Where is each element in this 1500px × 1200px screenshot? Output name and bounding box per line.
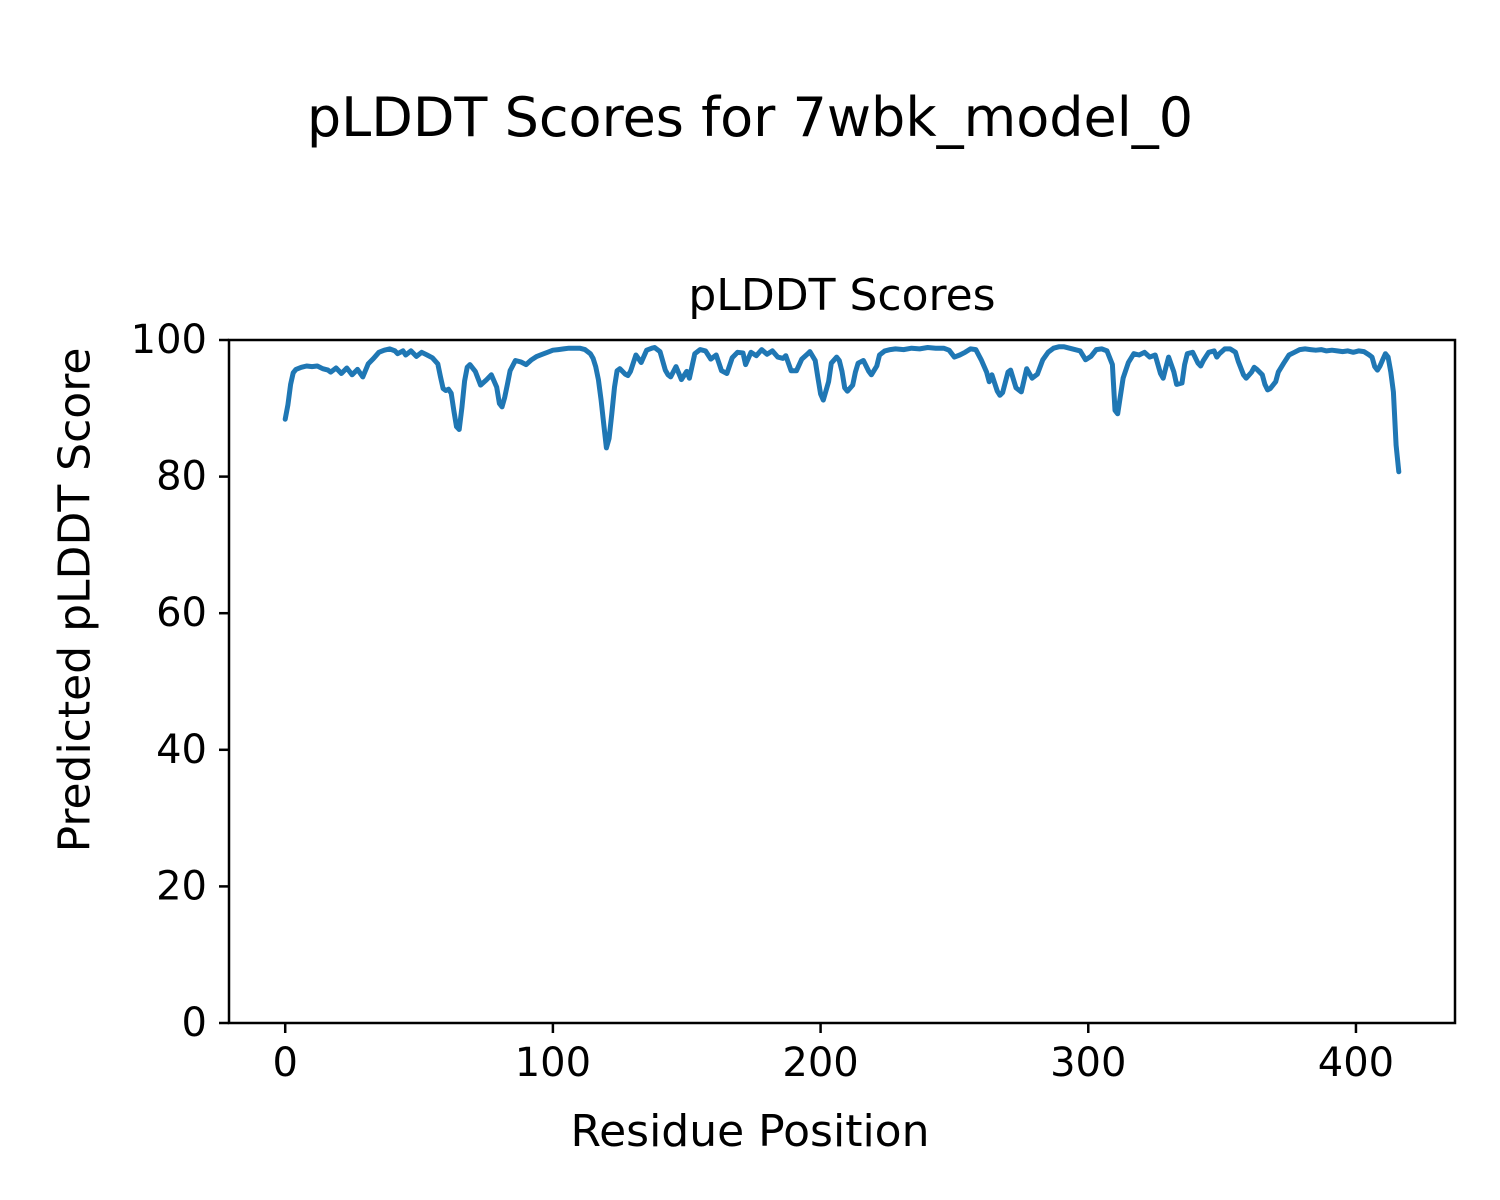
x-tick-label: 400 [1318,1040,1394,1086]
y-tick-label: 0 [182,1000,207,1046]
plddt-line [282,344,1402,475]
y-tick-label: 100 [131,317,207,363]
x-tick-label: 200 [782,1040,858,1086]
y-tick-label: 60 [156,590,207,636]
x-axis-label: Residue Position [570,1106,930,1157]
x-tick-label: 0 [272,1040,297,1086]
y-tick-label: 20 [156,863,207,909]
figure-title: pLDDT Scores for 7wbk_model_0 [306,86,1194,149]
y-tick-label: 40 [156,727,207,773]
x-tick-label: 300 [1050,1040,1126,1086]
axes-frame [227,338,1457,1025]
x-tick-label: 100 [515,1040,591,1086]
axes-title: pLDDT Scores [688,270,996,321]
y-tick-label: 80 [156,454,207,500]
